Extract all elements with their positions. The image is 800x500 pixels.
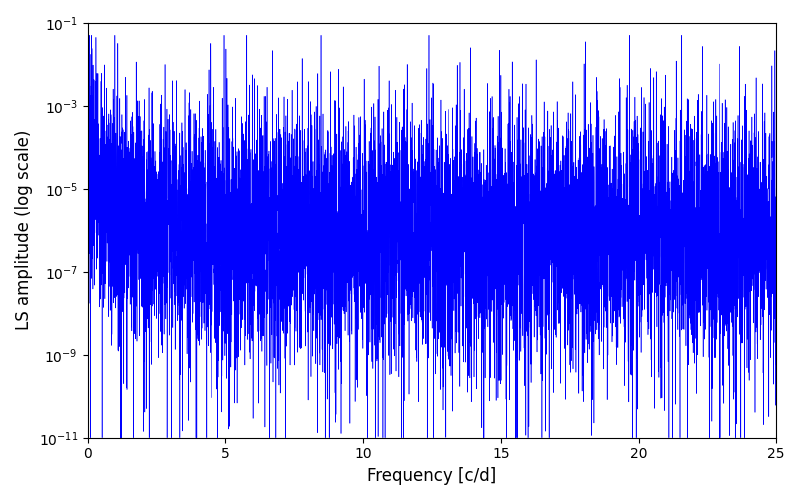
Y-axis label: LS amplitude (log scale): LS amplitude (log scale) bbox=[15, 130, 33, 330]
X-axis label: Frequency [c/d]: Frequency [c/d] bbox=[367, 467, 497, 485]
